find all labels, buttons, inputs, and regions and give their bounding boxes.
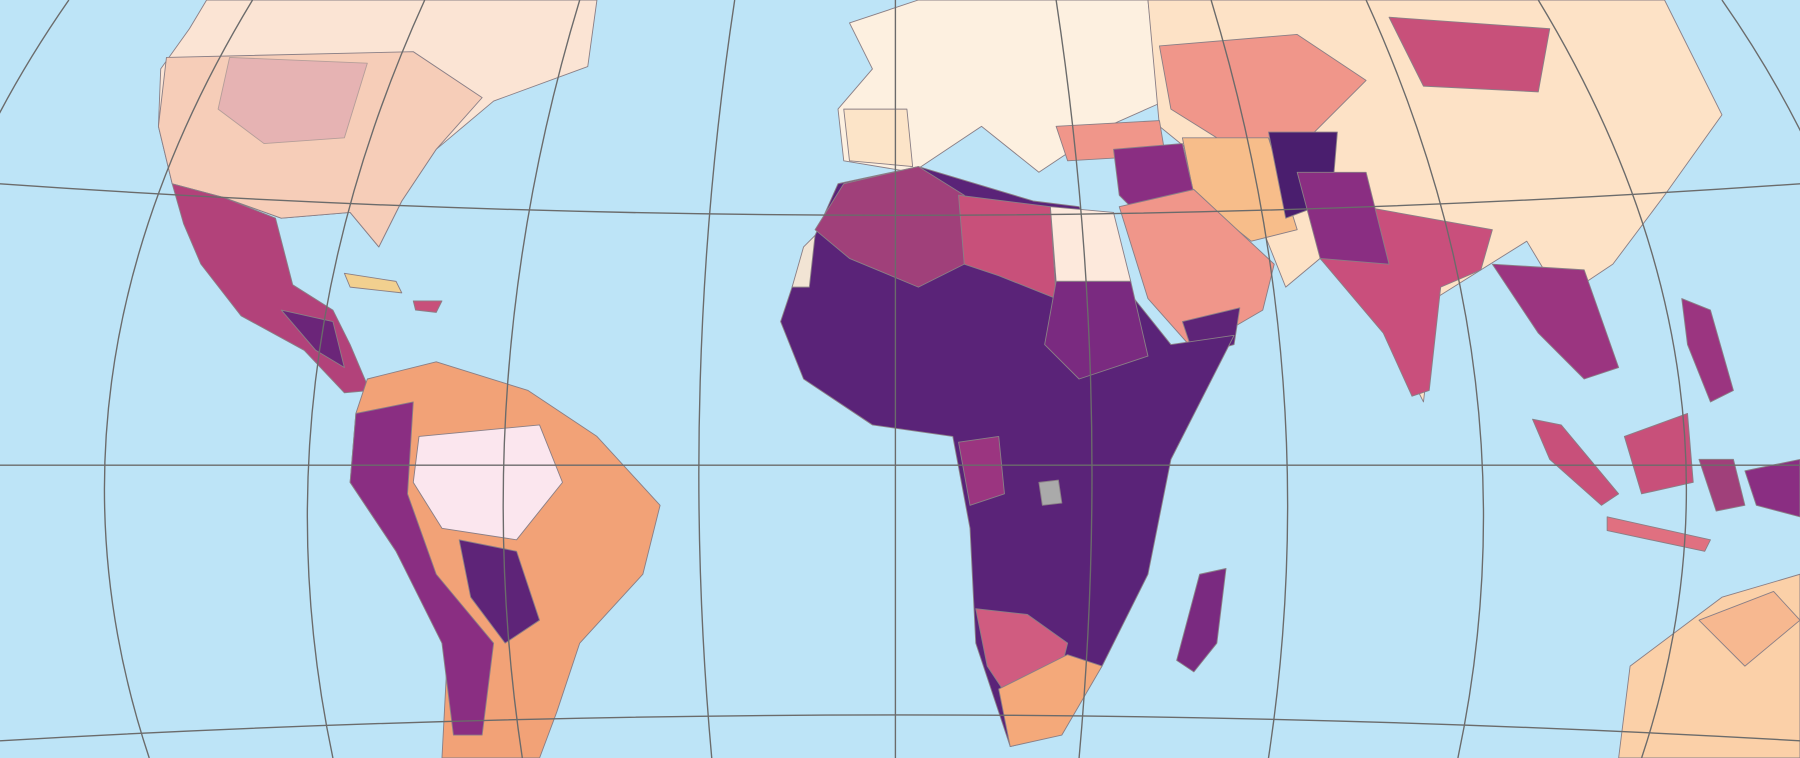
meridian bbox=[1210, 0, 1289, 758]
indochina bbox=[1491, 263, 1620, 380]
meridian bbox=[1365, 0, 1485, 758]
meridian bbox=[1721, 0, 1800, 132]
meridian bbox=[0, 0, 70, 114]
borneo bbox=[1623, 412, 1694, 495]
australia-north bbox=[1698, 591, 1800, 667]
central-africa-west bbox=[958, 435, 1005, 506]
caribbean bbox=[343, 272, 403, 294]
meridian bbox=[103, 0, 254, 758]
bolivia bbox=[458, 539, 541, 644]
meridian bbox=[502, 0, 581, 758]
western-sahara bbox=[791, 234, 816, 288]
mongolia bbox=[1388, 16, 1551, 93]
pakistan bbox=[1296, 171, 1390, 265]
continents bbox=[157, 0, 1800, 758]
sudan bbox=[1044, 280, 1149, 380]
usa-central bbox=[217, 56, 368, 145]
caribbean-east bbox=[412, 300, 443, 313]
parallel bbox=[0, 183, 1800, 217]
sulawesi bbox=[1698, 458, 1746, 512]
new-guinea bbox=[1744, 458, 1800, 518]
andes bbox=[349, 401, 495, 736]
philippines bbox=[1681, 298, 1734, 403]
central-america-south bbox=[280, 309, 345, 368]
parallel bbox=[0, 714, 1800, 742]
south-africa bbox=[998, 654, 1103, 747]
madagascar bbox=[1176, 568, 1227, 673]
sumatra bbox=[1532, 418, 1620, 506]
congo-gap bbox=[1038, 479, 1063, 506]
libya bbox=[958, 194, 1057, 300]
meridian bbox=[1537, 0, 1688, 758]
meridian bbox=[306, 0, 426, 758]
spain bbox=[843, 108, 914, 167]
amazon bbox=[412, 424, 563, 541]
meridian bbox=[698, 0, 736, 758]
meridian bbox=[1055, 0, 1093, 758]
